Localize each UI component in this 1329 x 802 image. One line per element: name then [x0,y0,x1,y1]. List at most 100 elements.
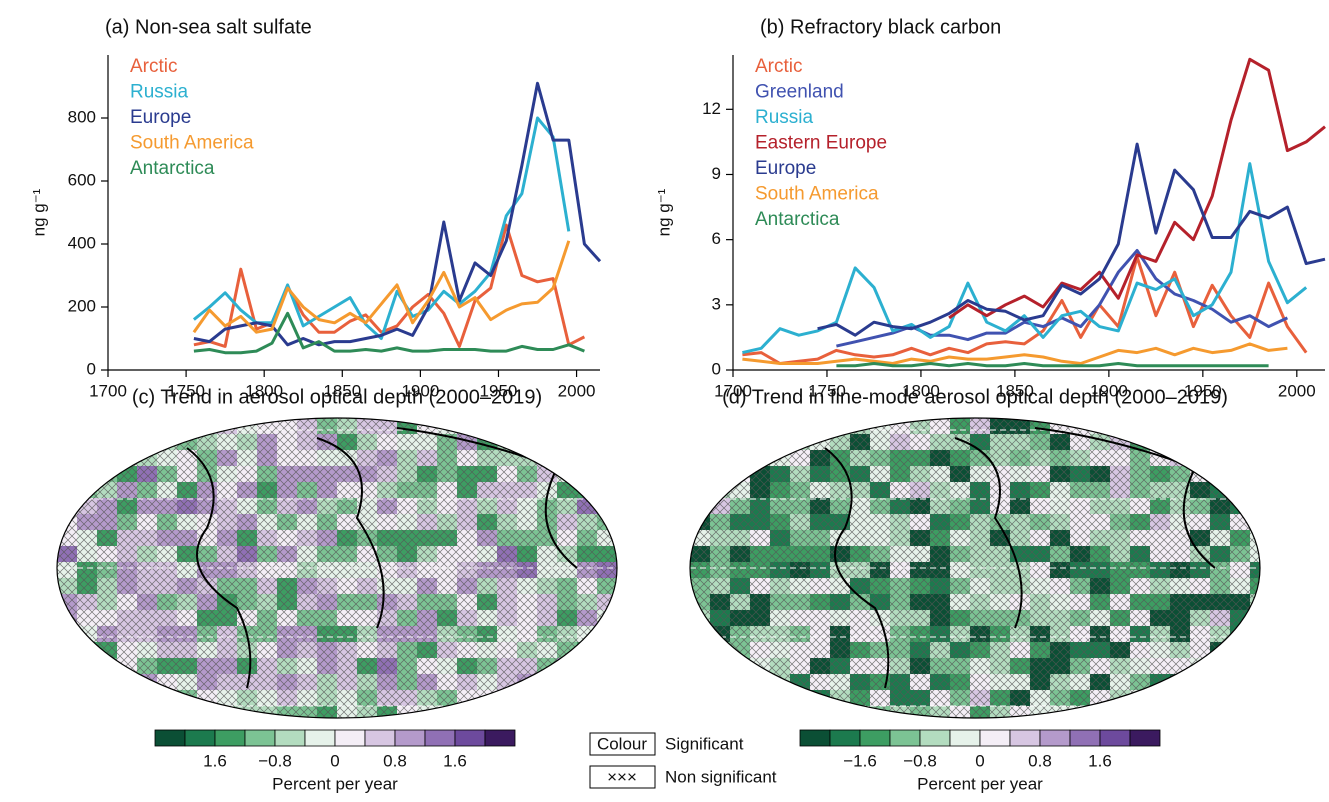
map-cell [517,434,537,450]
map-cell [1170,706,1190,718]
map-cell [1150,434,1170,450]
key-label: Significant [665,734,744,753]
map-cell [1230,690,1250,706]
legend-label: Europe [130,107,191,128]
series-line [742,342,1288,365]
map-cell [177,418,197,434]
legend-label: Russia [755,107,814,128]
series-line [817,142,1326,337]
x-tick-label: 1850 [323,381,361,400]
map-cell [57,642,77,658]
map-cell [117,418,137,434]
map-cell [477,418,497,434]
map-cell [1230,642,1250,658]
key-label: Colour [597,734,647,753]
map-cell [1130,418,1150,434]
map-cell [750,418,770,434]
map-cell [810,706,830,718]
series-line [193,81,602,347]
map-cell [477,706,497,718]
map-cell [217,706,237,718]
map-cell [1150,418,1170,434]
y-tick-label: 0 [87,359,96,378]
map-cell [597,450,617,466]
map-cell [690,482,710,498]
map-cell [537,450,557,466]
map-cell [137,706,157,718]
y-axis-label: ng g⁻¹ [29,188,48,236]
y-tick-label: 600 [68,170,96,189]
x-tick-label: 1900 [1090,381,1128,400]
key-box [589,732,656,756]
colorbar-box [1069,729,1101,747]
map-cell [77,674,97,690]
x-tick-label: 1700 [714,381,752,400]
colorbar-box [1099,729,1131,747]
map-cell [457,418,477,434]
map-cell [497,690,517,706]
map-cell [117,434,137,450]
map-cell [1210,466,1230,482]
map-cell [1250,626,1260,642]
x-tick-label: 1700 [89,381,127,400]
map-cell [577,418,597,434]
map-cell [710,434,730,450]
map-cell [57,450,77,466]
colorbar-tick-label: −0.8 [258,751,292,770]
map-cell [57,690,77,706]
colorbar-box [184,729,216,747]
map-cell [557,434,577,450]
map-cell [557,418,577,434]
map-cell [97,706,117,718]
y-tick-label: 3 [712,294,721,313]
colorbar-box [889,729,921,747]
map-cell [1250,674,1260,690]
colorbar-box [1009,729,1041,747]
map-cell [557,706,577,718]
colorbar-box [859,729,891,747]
map [57,418,617,718]
map-cell [710,674,730,690]
map-cell [1170,418,1190,434]
map-cell [577,706,597,718]
map-cell [1230,418,1250,434]
series-line [836,362,1269,368]
map-cell [117,674,137,690]
map-cell [97,418,117,434]
map-cell [597,498,617,514]
colorbar-box [919,729,951,747]
map-cell [690,450,710,466]
series-line [193,311,585,355]
y-tick-label: 0 [712,359,721,378]
chart-title: (b) Refractory black carbon [760,16,1001,38]
map-cell [770,434,790,450]
map-cell [1250,514,1260,530]
map-cell [57,674,77,690]
map-cell [1110,418,1130,434]
map-cell [730,418,750,434]
map-cell [557,690,577,706]
map-cell [1250,482,1260,498]
map-cell [1150,690,1170,706]
colorbar-box [334,729,366,747]
map-cell [1230,658,1250,674]
x-tick-label: 1950 [1184,381,1222,400]
map-cell [690,642,710,658]
map-cell [710,450,730,466]
colorbar-tick-label: −1.6 [843,751,877,770]
map-cell [157,706,177,718]
map-cell [197,706,217,718]
map-cell [77,450,97,466]
map-cell [1110,706,1130,718]
legend-label: Europe [755,158,816,179]
map-cell [97,450,117,466]
map-cell [1210,418,1230,434]
map-cell [1250,434,1260,450]
x-tick-label: 1950 [480,381,518,400]
y-tick-label: 12 [702,99,721,118]
x-tick-label: 1900 [401,381,439,400]
map-cell [1170,434,1190,450]
map-cell [597,418,617,434]
map-cell [517,706,537,718]
map-cell [770,418,790,434]
